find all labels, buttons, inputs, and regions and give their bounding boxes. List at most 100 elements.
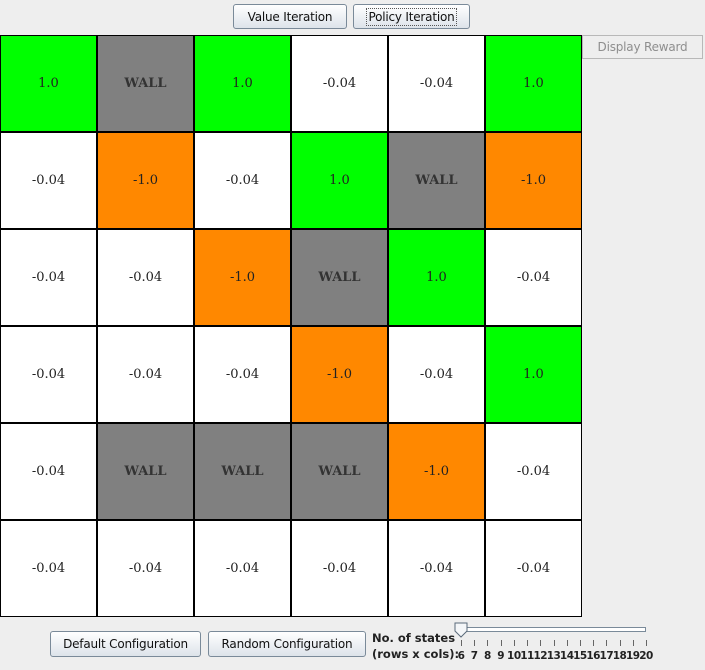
display-reward-label: Display Reward	[597, 40, 688, 54]
grid-cell: 1.0	[291, 132, 388, 229]
grid-cell-text: -0.04	[31, 173, 66, 188]
grid-cell-wall: WALL	[388, 132, 485, 229]
grid-cell-text: -0.04	[128, 367, 163, 382]
slider-tick	[487, 640, 489, 646]
grid-cell: -1.0	[194, 229, 291, 326]
slider-thumb[interactable]	[454, 622, 468, 638]
slider-tick	[553, 640, 555, 646]
grid-cell-text: -1.0	[520, 173, 547, 188]
grid-cell: -0.04	[291, 520, 388, 617]
grid-cell-text: -0.04	[31, 464, 66, 479]
grid-cell: 1.0	[0, 35, 97, 132]
grid-cell: -0.04	[97, 326, 194, 423]
grid-cell: -1.0	[97, 132, 194, 229]
grid-cell: -0.04	[291, 35, 388, 132]
grid-cell: -0.04	[194, 520, 291, 617]
grid-cell: -0.04	[194, 326, 291, 423]
grid-cell: 1.0	[485, 326, 582, 423]
grid-cell: 1.0	[194, 35, 291, 132]
grid-cell-text: -0.04	[516, 561, 551, 576]
slider-tick-label: 16	[586, 650, 600, 662]
grid-cell-text: -0.04	[322, 76, 357, 91]
grid-cell: -0.04	[485, 229, 582, 326]
slider-tick-label: 13	[546, 650, 561, 662]
default-configuration-button[interactable]: Default Configuration	[50, 631, 201, 657]
slider-tick-label: 6	[457, 650, 465, 662]
slider-tick-label: 10	[507, 650, 521, 662]
grid-cell-text: WALL	[124, 464, 167, 479]
slider-ticks	[452, 640, 652, 650]
slider-track[interactable]	[456, 627, 646, 632]
slider-tick-label: 14	[559, 650, 574, 662]
slider-tick	[646, 640, 647, 646]
grid-cell-text: 1.0	[38, 76, 59, 91]
grid-cell-text: -0.04	[31, 561, 66, 576]
grid-cell-text: -0.04	[225, 173, 260, 188]
grid-cell-text: 1.0	[329, 173, 350, 188]
slider-tick	[593, 640, 595, 646]
grid-cell-wall: WALL	[194, 423, 291, 520]
grid-cell-text: -0.04	[128, 270, 163, 285]
slider-tick	[540, 640, 542, 646]
grid-cell-text: WALL	[221, 464, 264, 479]
grid-cell-text: -0.04	[31, 367, 66, 382]
states-slider[interactable]: 6 7 8 9 10 11 12 13 14 15 16 17 18 19 20	[452, 622, 653, 670]
grid-cell-text: -0.04	[225, 561, 260, 576]
slider-tick-label: 20	[639, 650, 653, 662]
grid-cell: -0.04	[97, 229, 194, 326]
grid-cell: -0.04	[0, 520, 97, 617]
grid-cell-text: -0.04	[322, 561, 357, 576]
grid-cell: -0.04	[0, 132, 97, 229]
slider-tick-label: 8	[484, 650, 491, 662]
grid-cell: -0.04	[0, 423, 97, 520]
grid-cell-text: 1.0	[232, 76, 253, 91]
policy-iteration-label: Policy Iteration	[366, 7, 457, 26]
grid-cell-text: -1.0	[326, 367, 353, 382]
slider-label-line2: (rows x cols):	[372, 647, 460, 661]
slider-tick-label: 11	[520, 650, 534, 662]
grid-cell: -0.04	[388, 35, 485, 132]
slider-tick	[619, 640, 621, 646]
grid-cell-text: WALL	[415, 173, 458, 188]
slider-label-line1: No. of states	[372, 631, 456, 645]
slider-tick-label: 18	[612, 650, 627, 662]
random-configuration-button[interactable]: Random Configuration	[208, 631, 366, 657]
display-reward-button[interactable]: Display Reward	[582, 35, 703, 59]
grid-cell-text: -0.04	[516, 464, 551, 479]
slider-tick	[606, 640, 608, 646]
slider-tick-label: 12	[533, 650, 548, 662]
slider-tick	[632, 640, 634, 646]
grid-cell-wall: WALL	[97, 423, 194, 520]
grid-cell-text: -0.04	[225, 367, 260, 382]
grid-cell-text: WALL	[318, 270, 361, 285]
grid-cell-text: -1.0	[132, 173, 159, 188]
grid-cell-text: -0.04	[419, 367, 454, 382]
grid-cell: 1.0	[388, 229, 485, 326]
slider-tick	[527, 640, 529, 646]
grid-world: 1.0 WALL 1.0 -0.04 -0.04 1.0 -0.04 -1.0 -0.04 1.0…	[0, 35, 582, 617]
default-configuration-label: Default Configuration	[63, 637, 188, 651]
grid-cell-text: 1.0	[426, 270, 447, 285]
slider-label: No. of states (rows x cols):	[372, 630, 459, 662]
grid-cell-text: -1.0	[229, 270, 256, 285]
slider-tick-label: 19	[625, 650, 640, 662]
slider-tick-label: 9	[497, 650, 505, 662]
grid-cell-text: WALL	[124, 76, 167, 91]
slider-tick	[513, 640, 515, 646]
grid-cell: -0.04	[388, 520, 485, 617]
grid-cell: -1.0	[485, 132, 582, 229]
grid-cell-text: -0.04	[31, 270, 66, 285]
slider-tick	[579, 640, 581, 646]
grid-cell: -0.04	[97, 520, 194, 617]
grid-cell: -0.04	[194, 132, 291, 229]
value-iteration-button[interactable]: Value Iteration	[233, 4, 347, 29]
slider-tick-label: 7	[470, 650, 478, 662]
grid-cell-text: -0.04	[419, 561, 454, 576]
random-configuration-label: Random Configuration	[221, 637, 353, 651]
grid-cell-wall: WALL	[291, 229, 388, 326]
grid-cell: -1.0	[291, 326, 388, 423]
policy-iteration-button[interactable]: Policy Iteration	[353, 4, 470, 29]
slider-tick	[500, 640, 502, 646]
slider-tick-label: 15	[573, 650, 587, 662]
grid-cell-text: -1.0	[423, 464, 450, 479]
